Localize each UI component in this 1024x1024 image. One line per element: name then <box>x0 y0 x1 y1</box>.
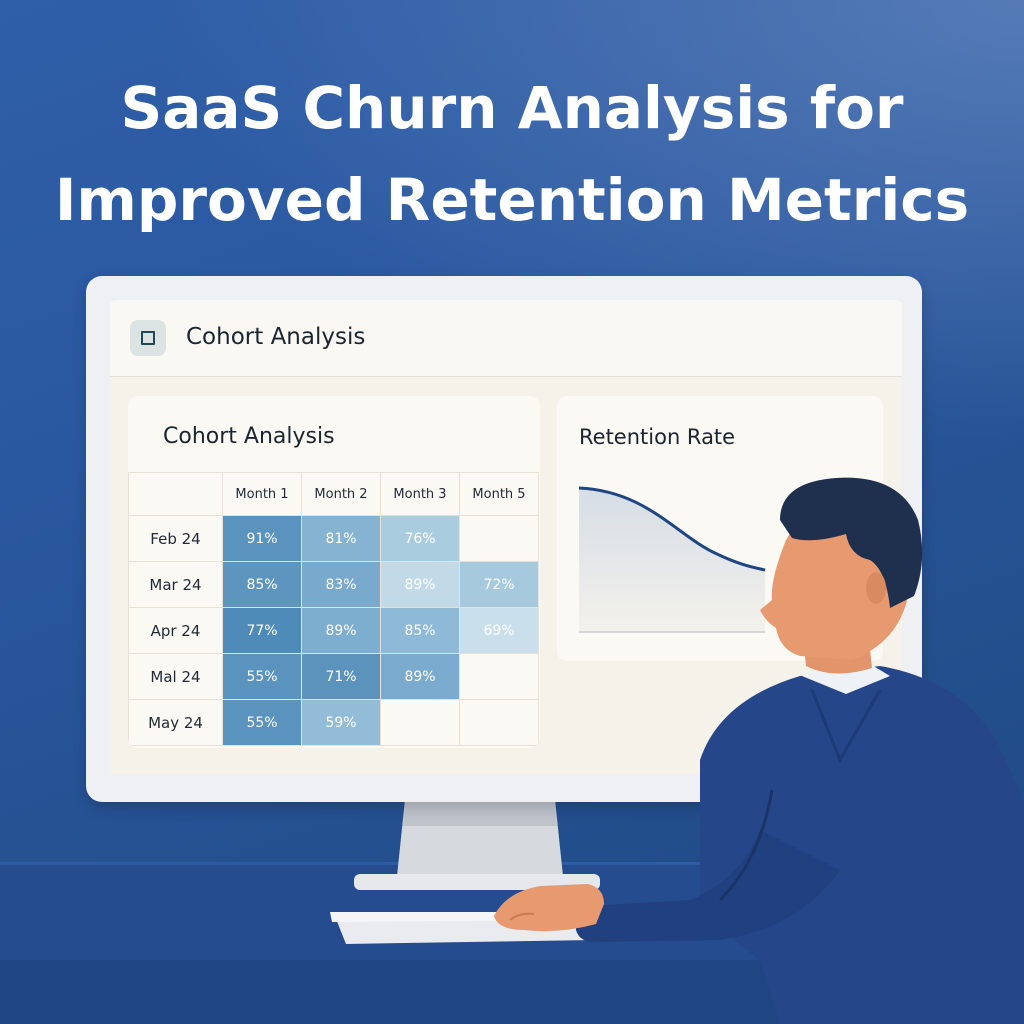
table-row: May 24 55% 59% <box>128 699 539 746</box>
desk-edge <box>0 862 1024 865</box>
app-screen: Cohort Analysis Cohort Analysis Month 1 … <box>110 300 902 774</box>
cohort-cell <box>459 653 539 700</box>
cohort-cell: 89% <box>380 561 460 608</box>
headline: SaaS Churn Analysis for Improved Retenti… <box>0 62 1024 246</box>
row-label: May 24 <box>128 699 223 746</box>
app-title: Cohort Analysis <box>186 324 366 350</box>
square-icon[interactable] <box>130 320 166 356</box>
column-header: Month 2 <box>301 472 381 516</box>
table-row: Mar 24 85% 83% 89% 72% <box>128 561 539 608</box>
cohort-cell: 55% <box>222 699 302 746</box>
table-row: Mal 24 55% 71% 89% <box>128 653 539 700</box>
cohort-cell: 59% <box>301 699 381 746</box>
cohort-corner <box>128 472 223 516</box>
cohort-cell: 89% <box>301 607 381 654</box>
cohort-cell: 72% <box>459 561 539 608</box>
app-topbar: Cohort Analysis <box>110 300 902 377</box>
retention-card: Retention Rate <box>557 396 883 661</box>
retention-chart <box>578 486 766 633</box>
cohort-cell: 91% <box>222 515 302 562</box>
column-header: Month 1 <box>222 472 302 516</box>
cohort-cell <box>380 699 460 746</box>
cohort-header-row: Month 1 Month 2 Month 3 Month 5 <box>128 472 539 516</box>
cohort-card: Cohort Analysis Month 1 Month 2 Month 3 … <box>128 396 540 748</box>
column-header: Month 5 <box>459 472 539 516</box>
cohort-cell <box>459 515 539 562</box>
retention-curve <box>578 486 766 572</box>
retention-area <box>579 488 765 632</box>
cohort-cell: 85% <box>222 561 302 608</box>
cohort-cell: 83% <box>301 561 381 608</box>
cohort-cell: 71% <box>301 653 381 700</box>
cohort-table: Month 1 Month 2 Month 3 Month 5 Feb 24 9… <box>128 472 539 746</box>
cohort-cell <box>459 699 539 746</box>
cohort-cell: 55% <box>222 653 302 700</box>
headline-line-1: SaaS Churn Analysis for <box>120 74 904 142</box>
desk-front <box>0 960 1024 1024</box>
cohort-cell: 77% <box>222 607 302 654</box>
retention-card-title: Retention Rate <box>579 425 736 449</box>
row-label: Mal 24 <box>128 653 223 700</box>
cohort-card-title: Cohort Analysis <box>163 424 335 449</box>
table-row: Apr 24 77% 89% 85% 69% <box>128 607 539 654</box>
column-header: Month 3 <box>380 472 460 516</box>
cohort-cell: 85% <box>380 607 460 654</box>
row-label: Apr 24 <box>128 607 223 654</box>
headline-line-2: Improved Retention Metrics <box>54 166 970 234</box>
cohort-cell: 76% <box>380 515 460 562</box>
cohort-cell: 69% <box>459 607 539 654</box>
row-label: Mar 24 <box>128 561 223 608</box>
cohort-cell: 89% <box>380 653 460 700</box>
table-row: Feb 24 91% 81% 76% <box>128 515 539 562</box>
row-label: Feb 24 <box>128 515 223 562</box>
cohort-cell: 81% <box>301 515 381 562</box>
monitor: Cohort Analysis Cohort Analysis Month 1 … <box>86 276 922 802</box>
